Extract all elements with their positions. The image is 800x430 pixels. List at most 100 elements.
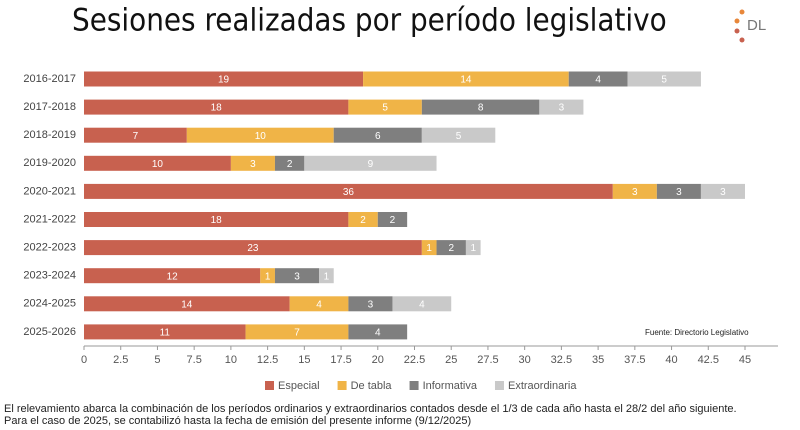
value-label: 19 xyxy=(218,75,230,86)
bar-segment xyxy=(363,71,569,87)
value-label: 2 xyxy=(390,215,396,226)
x-tick-label: 2.5 xyxy=(113,354,128,366)
value-label: 14 xyxy=(460,75,472,86)
value-label: 4 xyxy=(375,328,381,339)
bar-segment xyxy=(348,296,393,312)
value-label: 10 xyxy=(152,159,164,170)
value-label: 36 xyxy=(343,187,355,198)
x-tick-label: 27.5 xyxy=(477,354,498,366)
bar-segment xyxy=(333,127,422,143)
value-label: 3 xyxy=(676,187,682,198)
value-label: 14 xyxy=(181,299,193,310)
value-label: 2 xyxy=(360,215,366,226)
y-tick-label: 2022-2023 xyxy=(23,242,76,254)
value-label: 10 xyxy=(255,131,267,142)
bar-segment xyxy=(377,212,408,227)
logo-text: DL xyxy=(747,17,766,34)
bar-segment xyxy=(245,324,349,340)
bar-segment xyxy=(656,183,701,199)
bar-segment xyxy=(421,240,437,256)
value-label: 1 xyxy=(265,271,271,282)
value-label: 5 xyxy=(661,75,667,86)
value-label: 1 xyxy=(470,243,476,254)
bar-segment xyxy=(348,99,422,115)
bar-segment xyxy=(348,212,378,227)
bar-segment xyxy=(421,99,540,115)
bar-segment xyxy=(421,127,496,143)
logo: DL xyxy=(734,9,766,43)
bar-segment xyxy=(700,183,745,199)
y-tick-label: 2016-2017 xyxy=(23,73,76,85)
bar-segment xyxy=(348,324,408,340)
y-tick-label: 2019-2020 xyxy=(23,157,76,169)
value-label: 3 xyxy=(294,271,300,282)
x-tick-label: 25 xyxy=(445,354,457,366)
x-tick-label: 40 xyxy=(665,354,677,366)
x-tick-label: 20 xyxy=(372,354,384,366)
value-label: 7 xyxy=(133,131,139,142)
bar-segment xyxy=(84,127,187,143)
bar-segment xyxy=(319,268,334,284)
logo-dot xyxy=(739,9,745,15)
bar-segment xyxy=(84,183,613,199)
value-label: 7 xyxy=(294,328,300,339)
x-tick-label: 15 xyxy=(298,354,310,366)
bar-segment xyxy=(260,268,275,284)
value-label: 3 xyxy=(632,187,638,198)
bar-segment xyxy=(274,155,305,171)
value-label: 5 xyxy=(456,131,462,142)
logo-dot xyxy=(734,28,740,34)
legend-label: Especial xyxy=(278,380,320,392)
logo-dot xyxy=(739,37,745,43)
value-label: 23 xyxy=(247,243,259,254)
bar-segment xyxy=(392,296,452,312)
bar-segment xyxy=(84,212,349,227)
x-tick-label: 45 xyxy=(739,354,751,366)
x-tick-label: 12.5 xyxy=(257,354,278,366)
bar-segment xyxy=(84,71,364,87)
bar-segment xyxy=(186,127,334,143)
footnote: El relevamiento abarca la combinación de… xyxy=(4,403,737,415)
y-tick-label: 2020-2021 xyxy=(23,185,76,197)
value-label: 3 xyxy=(559,103,565,114)
x-tick-label: 17.5 xyxy=(330,354,351,366)
value-label: 12 xyxy=(167,271,179,282)
x-tick-label: 42.5 xyxy=(698,354,719,366)
legend-label: Extraordinaria xyxy=(508,380,577,392)
bar-segment xyxy=(84,155,231,171)
bar-segment xyxy=(612,183,657,199)
bar-segment xyxy=(84,240,422,256)
bar-segment xyxy=(84,99,349,115)
value-label: 4 xyxy=(595,75,601,86)
y-tick-label: 2024-2025 xyxy=(23,298,76,310)
value-label: 2 xyxy=(287,159,293,170)
footnote: Para el caso de 2025, se contabilizó has… xyxy=(4,415,471,427)
legend-swatch xyxy=(494,381,504,390)
legend-swatch xyxy=(409,381,419,390)
legend-label: De tabla xyxy=(351,380,393,392)
value-label: 1 xyxy=(324,271,330,282)
value-label: 6 xyxy=(375,131,381,142)
value-label: 2 xyxy=(448,243,454,254)
y-tick-label: 2023-2024 xyxy=(23,270,76,282)
bar-segment xyxy=(568,71,628,87)
x-tick-label: 0 xyxy=(81,354,87,366)
value-label: 3 xyxy=(250,159,256,170)
bar-segment xyxy=(465,240,481,256)
x-tick-label: 5 xyxy=(154,354,160,366)
value-label: 3 xyxy=(720,187,726,198)
value-label: 18 xyxy=(211,103,223,114)
legend-label: Informativa xyxy=(423,380,478,392)
value-label: 18 xyxy=(211,215,223,226)
bar-segment xyxy=(289,296,349,312)
value-label: 4 xyxy=(419,299,425,310)
x-tick-label: 32.5 xyxy=(551,354,572,366)
x-tick-label: 10 xyxy=(225,354,237,366)
bar-segment xyxy=(304,155,437,171)
bar-segment xyxy=(84,268,261,284)
bar-segment xyxy=(436,240,466,256)
y-tick-label: 2018-2019 xyxy=(23,129,76,141)
x-tick-label: 35 xyxy=(592,354,604,366)
value-label: 4 xyxy=(316,299,322,310)
